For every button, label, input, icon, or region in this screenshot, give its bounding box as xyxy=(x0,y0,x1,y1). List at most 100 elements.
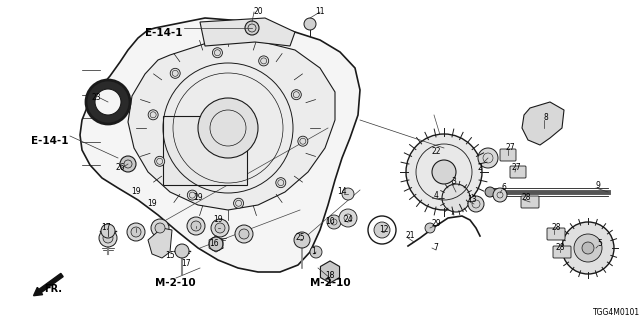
Text: 19: 19 xyxy=(147,199,157,209)
Polygon shape xyxy=(148,228,172,258)
Circle shape xyxy=(310,246,322,258)
Circle shape xyxy=(425,223,435,233)
Circle shape xyxy=(485,187,495,197)
Text: 7: 7 xyxy=(433,244,438,252)
Text: 19: 19 xyxy=(213,215,223,225)
Text: 5: 5 xyxy=(598,239,602,249)
Text: 18: 18 xyxy=(325,271,335,281)
Circle shape xyxy=(478,148,498,168)
Text: FR.: FR. xyxy=(44,284,62,294)
Text: 28: 28 xyxy=(556,244,564,252)
Circle shape xyxy=(212,48,223,58)
Polygon shape xyxy=(200,18,295,46)
Polygon shape xyxy=(522,102,564,145)
Circle shape xyxy=(298,136,308,146)
Text: 28: 28 xyxy=(521,194,531,203)
Circle shape xyxy=(170,68,180,78)
Circle shape xyxy=(582,242,594,254)
Polygon shape xyxy=(128,40,335,210)
Circle shape xyxy=(99,229,117,247)
Text: 19: 19 xyxy=(131,188,141,196)
Circle shape xyxy=(131,227,141,237)
Circle shape xyxy=(342,188,354,200)
Circle shape xyxy=(276,178,286,188)
Circle shape xyxy=(148,110,158,120)
Circle shape xyxy=(86,80,130,124)
Circle shape xyxy=(291,90,301,100)
Text: M-2-10: M-2-10 xyxy=(155,278,195,288)
Circle shape xyxy=(187,217,205,235)
Circle shape xyxy=(95,89,121,115)
Circle shape xyxy=(120,156,136,172)
Text: 22: 22 xyxy=(431,148,441,156)
Circle shape xyxy=(406,134,482,210)
Polygon shape xyxy=(80,18,360,272)
Text: 20: 20 xyxy=(253,7,263,17)
Circle shape xyxy=(155,223,165,233)
Circle shape xyxy=(574,234,602,262)
Text: 3: 3 xyxy=(452,178,456,187)
Text: E-14-1: E-14-1 xyxy=(145,28,183,38)
Circle shape xyxy=(259,56,269,66)
Circle shape xyxy=(327,215,341,229)
Text: 23: 23 xyxy=(91,93,101,102)
Text: 13: 13 xyxy=(467,196,477,204)
Text: 26: 26 xyxy=(115,164,125,172)
Text: 29: 29 xyxy=(431,220,441,228)
Text: 1: 1 xyxy=(312,247,316,257)
Circle shape xyxy=(127,223,145,241)
Text: 24: 24 xyxy=(343,215,353,225)
Text: 16: 16 xyxy=(209,239,219,249)
Text: 8: 8 xyxy=(543,114,548,123)
FancyBboxPatch shape xyxy=(500,149,516,161)
Text: 27: 27 xyxy=(505,143,515,153)
Circle shape xyxy=(245,21,259,35)
Circle shape xyxy=(191,221,201,231)
Circle shape xyxy=(374,222,390,238)
Circle shape xyxy=(175,244,189,258)
Polygon shape xyxy=(321,261,340,283)
Circle shape xyxy=(215,223,225,233)
FancyBboxPatch shape xyxy=(553,246,571,258)
Text: 6: 6 xyxy=(502,183,506,193)
Text: 17: 17 xyxy=(181,260,191,268)
Circle shape xyxy=(101,224,115,238)
Circle shape xyxy=(103,233,113,243)
Circle shape xyxy=(339,209,357,227)
Text: 28: 28 xyxy=(551,223,561,233)
Circle shape xyxy=(562,222,614,274)
FancyBboxPatch shape xyxy=(510,166,526,178)
Circle shape xyxy=(188,190,197,200)
Circle shape xyxy=(468,196,484,212)
Circle shape xyxy=(198,98,258,158)
FancyBboxPatch shape xyxy=(163,116,247,185)
Text: 27: 27 xyxy=(511,164,521,172)
Text: 19: 19 xyxy=(193,194,203,203)
Text: 15: 15 xyxy=(165,252,175,260)
FancyBboxPatch shape xyxy=(521,196,539,208)
Circle shape xyxy=(234,198,244,208)
Circle shape xyxy=(155,156,164,166)
Circle shape xyxy=(294,232,310,248)
Text: 4: 4 xyxy=(433,191,438,201)
Text: 17: 17 xyxy=(101,223,111,233)
Text: 14: 14 xyxy=(337,188,347,196)
Circle shape xyxy=(493,188,507,202)
Text: TGG4M0101: TGG4M0101 xyxy=(593,308,640,317)
Circle shape xyxy=(209,237,223,251)
Text: 10: 10 xyxy=(325,218,335,227)
FancyArrow shape xyxy=(33,273,63,296)
Circle shape xyxy=(151,219,169,237)
Text: E-14-1: E-14-1 xyxy=(31,136,68,146)
Circle shape xyxy=(235,225,253,243)
Text: 11: 11 xyxy=(316,7,324,17)
Circle shape xyxy=(432,160,456,184)
Text: 2: 2 xyxy=(477,164,483,172)
FancyBboxPatch shape xyxy=(547,228,565,240)
Text: 21: 21 xyxy=(405,231,415,241)
Text: M-2-10: M-2-10 xyxy=(310,278,350,288)
Circle shape xyxy=(239,229,249,239)
Circle shape xyxy=(211,219,229,237)
Circle shape xyxy=(304,18,316,30)
Text: 12: 12 xyxy=(380,226,388,235)
